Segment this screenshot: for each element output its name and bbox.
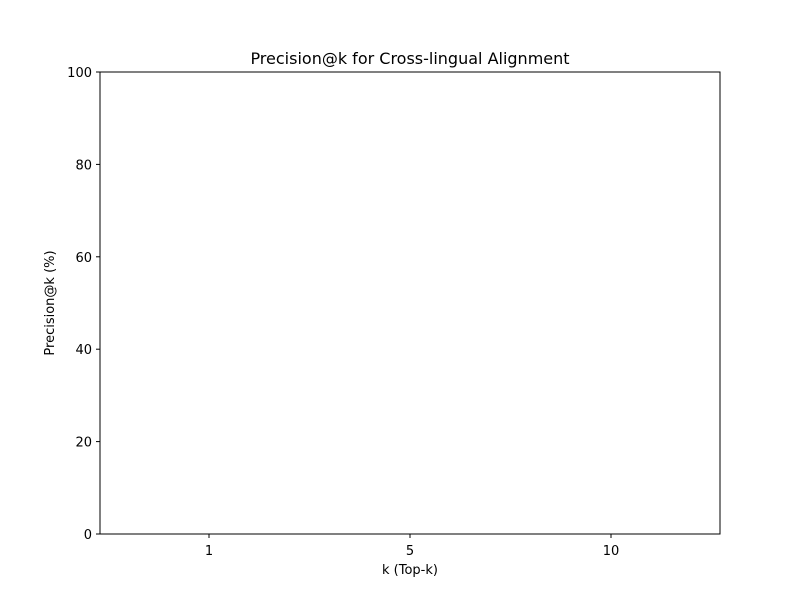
y-tick-label: 100 — [67, 66, 92, 81]
y-axis: 0 20 40 60 80 100 — [67, 66, 100, 543]
y-tick-label: 20 — [75, 436, 92, 451]
y-tick-label: 40 — [75, 343, 92, 358]
x-tick-label: 1 — [205, 544, 213, 559]
x-axis-label: k (Top-k) — [382, 563, 438, 578]
y-tick-label: 0 — [84, 528, 92, 543]
y-axis-label: Precision@k (%) — [43, 250, 58, 355]
x-tick-label: 5 — [406, 544, 414, 559]
y-tick-label: 80 — [75, 158, 92, 173]
chart-title: Precision@k for Cross-lingual Alignment — [250, 49, 569, 68]
y-tick-label: 60 — [75, 251, 92, 266]
x-tick-label: 10 — [603, 544, 620, 559]
x-axis: 1 5 10 — [205, 534, 619, 559]
